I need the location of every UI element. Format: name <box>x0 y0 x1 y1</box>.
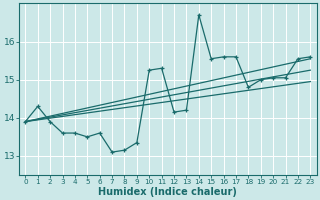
X-axis label: Humidex (Indice chaleur): Humidex (Indice chaleur) <box>98 187 237 197</box>
